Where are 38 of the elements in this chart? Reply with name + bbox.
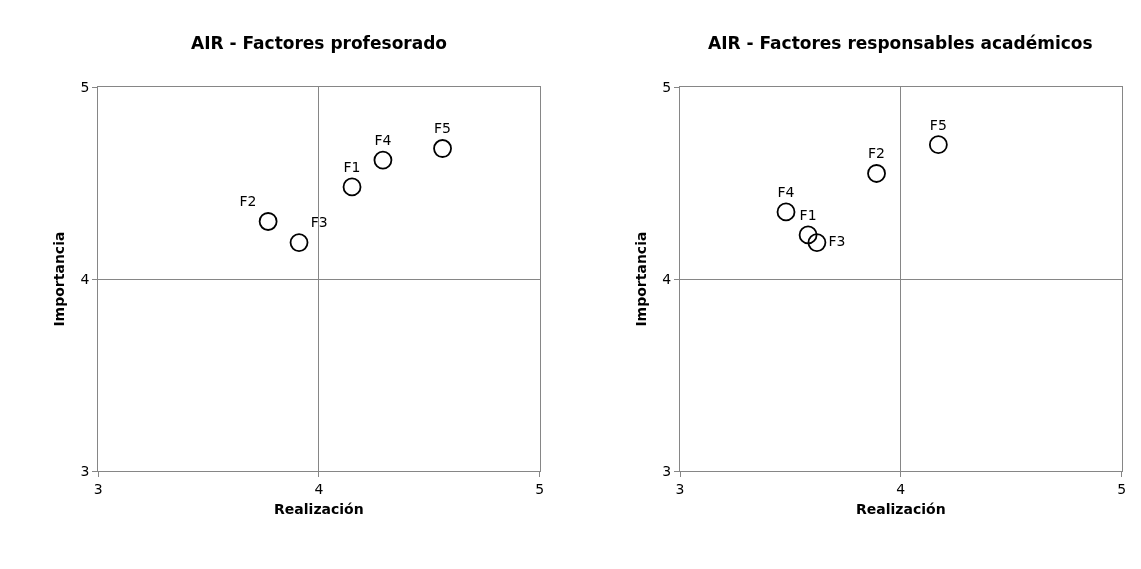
y-tick-label: 5 [80,78,90,95]
x-tick-label: 4 [896,480,906,497]
x-tick-label: 3 [93,480,103,497]
point [289,233,309,252]
chart-title: AIR - Factores responsables académicos [708,33,1093,53]
point [342,177,362,197]
series-label: F3 [828,233,846,250]
y-tick-label: 5 [662,78,672,95]
y-tick-label: 4 [80,271,90,287]
series-label: F1 [343,158,361,175]
series-label: F1 [799,206,817,223]
point [798,225,818,245]
y-tick-label: 4 [662,271,672,287]
series-label: F5 [929,116,947,133]
point [258,212,278,231]
series-label: F2 [239,193,257,210]
x-tick-label: 5 [1117,480,1127,497]
series-label: F2 [868,145,886,162]
chart-title: AIR - Factores profesorado [191,33,448,53]
y-tick-label: 3 [80,463,90,480]
point [928,135,948,155]
point [433,139,452,158]
y-tick-label: 3 [662,463,672,480]
x-tick-label: 3 [675,480,685,497]
x-axis-title: Realización [274,501,364,518]
series-label: F4 [777,183,795,200]
point [776,202,796,222]
point [373,150,393,170]
x-tick-label: 5 [535,480,545,497]
point [867,164,886,183]
series-label: F4 [374,131,392,148]
y-axis-title: Importancia [51,231,67,327]
x-tick-label: 4 [314,480,324,497]
series-label: F5 [434,120,452,137]
y-axis-title: Importancia [632,231,649,327]
x-axis-title: Realización [856,501,946,518]
series-label: F3 [310,214,328,231]
point [807,233,827,252]
